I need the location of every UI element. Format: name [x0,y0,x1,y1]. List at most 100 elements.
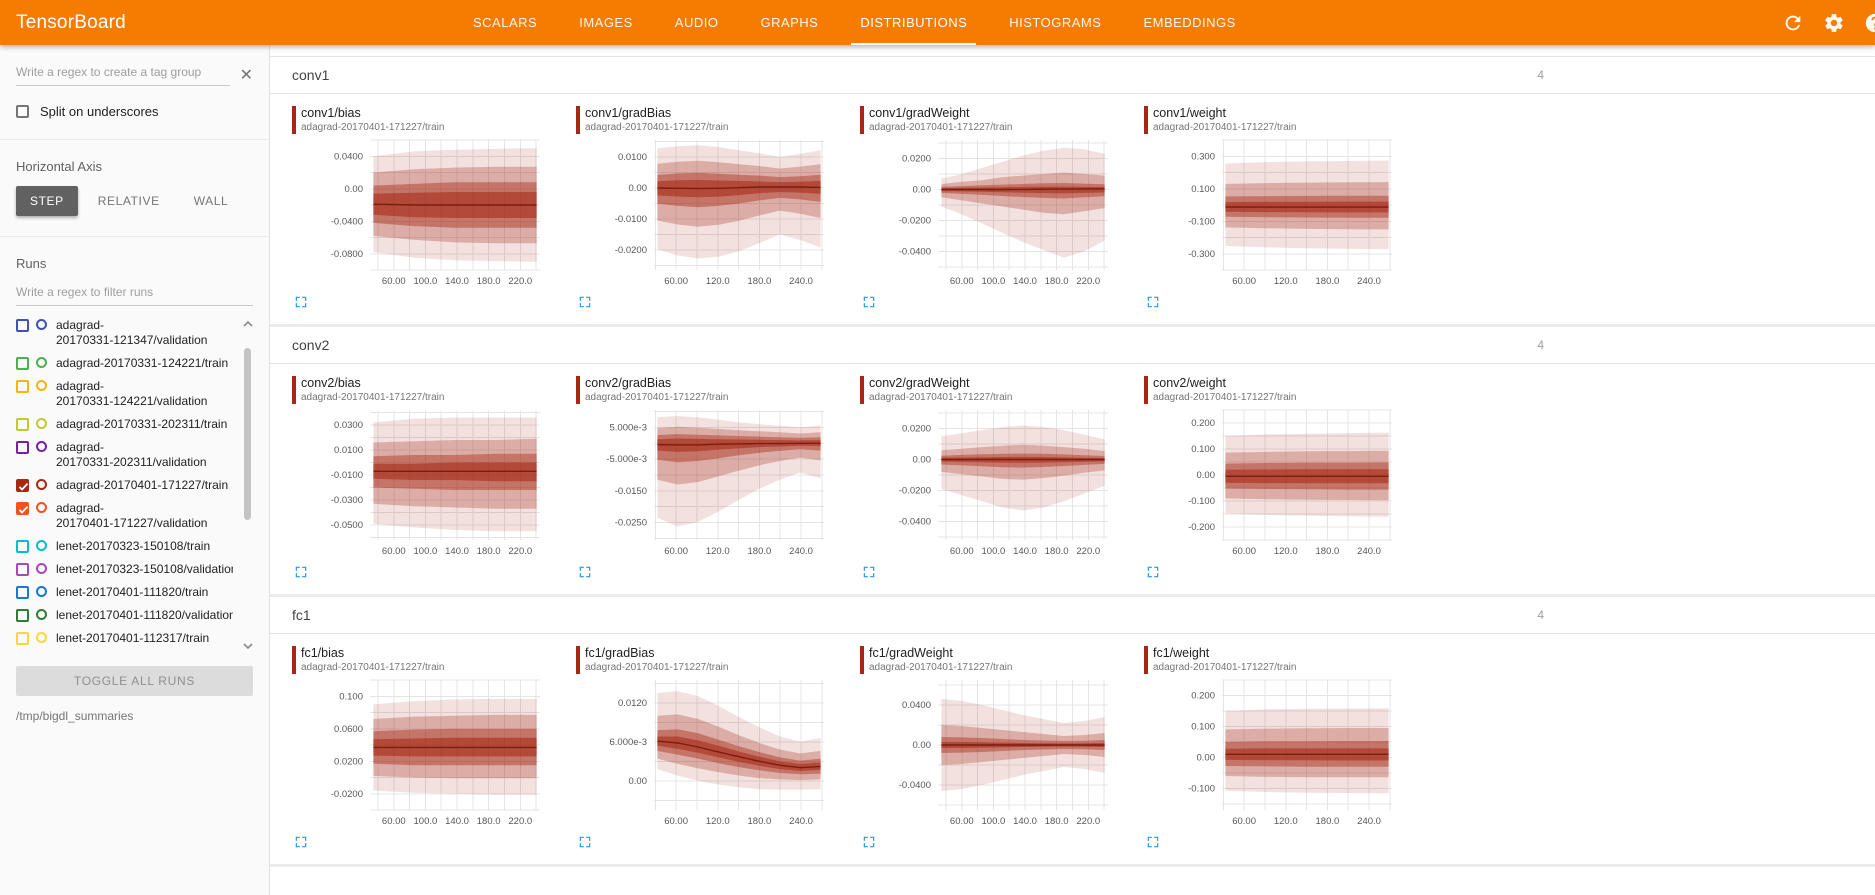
tab-scalars[interactable]: SCALARS [473,15,538,30]
chart-run-name: adagrad-20170401-171227/train [301,122,445,133]
run-radio-icon[interactable] [36,586,47,597]
run-radio-icon[interactable] [36,632,47,643]
svg-text:0.00: 0.00 [913,455,932,466]
run-checkbox-icon[interactable] [16,502,29,515]
expand-chart-button[interactable] [1146,835,1160,849]
run-row[interactable]: adagrad- 20170331-124221/validation [16,375,233,413]
settings-gear-icon[interactable] [1823,12,1845,34]
tab-graphs[interactable]: GRAPHS [760,15,819,30]
run-row[interactable]: adagrad-20170401-171227/train [16,474,233,497]
run-checkbox-icon[interactable] [16,418,29,431]
run-radio-icon[interactable] [36,380,47,391]
run-row[interactable]: adagrad- 20170331-121347/validation [16,314,233,352]
expand-chart-button[interactable] [578,835,592,849]
run-row[interactable]: adagrad-20170331-124221/train [16,352,233,375]
run-radio-icon[interactable] [36,418,47,429]
category-header[interactable]: conv1 4 [270,57,1875,94]
run-checkbox-icon[interactable] [16,380,29,393]
expand-chart-button[interactable] [862,565,876,579]
distribution-chart[interactable]: 0.0400 0.00 -0.0400 -0.0800 60.00 100.0 140.0 1… [284,136,568,292]
run-radio-icon[interactable] [36,563,47,574]
distribution-chart[interactable]: 0.200 0.100 0.00 -0.100 60.00 120.0 180.0 240.0 [1136,676,1420,832]
category-header[interactable]: conv2 4 [270,327,1875,364]
run-checkbox-icon[interactable] [16,319,29,332]
run-radio-icon[interactable] [36,319,47,330]
distribution-chart[interactable]: 5.000e-3 -5.000e-3 -0.0150 -0.0250 60.00 120.… [568,406,852,562]
run-row[interactable]: lenet-20170401-112317/train [16,627,233,650]
run-row[interactable]: lenet-20170401-112317/validation [16,650,233,654]
distribution-chart[interactable]: 0.0200 0.00 -0.0200 -0.0400 60.00 100.0 140.0 1… [852,136,1136,292]
category-header[interactable]: fc1 4 [270,597,1875,634]
split-on-underscores-checkbox[interactable]: Split on underscores [16,104,253,119]
run-row[interactable]: lenet-20170401-111820/validation [16,604,233,627]
axis-step-button[interactable]: STEP [16,186,78,216]
expand-chart-button[interactable] [294,835,308,849]
chart-title: conv1/gradBias [585,106,672,120]
divider [0,139,269,140]
svg-text:-0.0500: -0.0500 [331,520,363,531]
run-checkbox-icon[interactable] [16,586,29,599]
expand-chart-button[interactable] [294,295,308,309]
run-checkbox-icon[interactable] [16,479,29,492]
close-icon[interactable]: ✕ [239,67,253,84]
run-checkbox-icon[interactable] [16,357,29,370]
svg-text:0.0200: 0.0200 [902,154,931,165]
distribution-chart[interactable]: 0.0300 0.0100 -0.0100 -0.0300 -0.0500 60.00 10… [284,406,568,562]
expand-chart-button[interactable] [862,835,876,849]
tab-audio[interactable]: AUDIO [674,15,719,30]
tab-distributions[interactable]: DISTRIBUTIONS [839,0,988,45]
tab-images[interactable]: IMAGES [579,15,633,30]
run-radio-icon[interactable] [36,540,47,551]
runs-scrollbar-thumb[interactable] [244,348,251,520]
axis-wall-button[interactable]: WALL [180,186,243,216]
svg-text:100.0: 100.0 [982,276,1006,287]
run-row[interactable]: lenet-20170323-150108/train [16,535,233,558]
expand-chart-button[interactable] [578,565,592,579]
svg-text:0.0120: 0.0120 [618,698,647,709]
run-checkbox-icon[interactable] [16,609,29,622]
distribution-chart[interactable]: 0.200 0.100 0.00 -0.100 -0.200 60.00 120.0 180.… [1136,406,1420,562]
axis-relative-button[interactable]: RELATIVE [84,186,174,216]
run-row[interactable]: adagrad-20170331-202311/train [16,413,233,436]
svg-text:0.100: 0.100 [1191,184,1215,195]
chevron-down-icon[interactable] [241,640,255,652]
distribution-chart[interactable]: 0.0400 0.00 -0.0400 60.00 100.0 140.0 180.0 220… [852,676,1136,832]
distribution-chart[interactable]: 0.0200 0.00 -0.0200 -0.0400 60.00 100.0 140.0 1… [852,406,1136,562]
run-checkbox-icon[interactable] [16,632,29,645]
run-checkbox-icon[interactable] [16,540,29,553]
run-checkbox-icon[interactable] [16,563,29,576]
runs-regex-input[interactable] [16,281,253,306]
expand-chart-button[interactable] [1146,565,1160,579]
expand-chart-button[interactable] [862,295,876,309]
run-row[interactable]: adagrad- 20170401-171227/validation [16,497,233,535]
expand-chart-button[interactable] [1146,295,1160,309]
run-radio-icon[interactable] [36,502,47,513]
expand-chart-button[interactable] [294,565,308,579]
tag-group-regex-input[interactable] [16,61,230,86]
refresh-icon[interactable] [1782,12,1804,34]
svg-text:120.0: 120.0 [1274,276,1298,287]
run-label: adagrad- 20170331-124221/validation [56,379,208,408]
svg-text:0.00: 0.00 [629,776,648,787]
run-radio-icon[interactable] [36,609,47,620]
distribution-chart[interactable]: 0.300 0.100 -0.100 -0.300 60.00 120.0 180.0 240… [1136,136,1420,292]
distribution-chart[interactable]: 0.0120 6.000e-3 0.00 60.00 120.0 180.0 240.0 [568,676,852,832]
run-row[interactable]: adagrad- 20170331-202311/validation [16,436,233,474]
chart-run-name: adagrad-20170401-171227/train [585,662,729,673]
split-on-underscores-label: Split on underscores [40,104,159,119]
run-row[interactable]: lenet-20170323-150108/validation [16,558,233,581]
distribution-chart[interactable]: 0.0100 0.00 -0.0100 -0.0200 60.00 120.0 180.0 2… [568,136,852,292]
tab-histograms[interactable]: HISTOGRAMS [1009,15,1102,30]
run-radio-icon[interactable] [36,479,47,490]
chevron-up-icon[interactable] [241,318,255,330]
tab-embeddings[interactable]: EMBEDDINGS [1143,15,1236,30]
run-radio-icon[interactable] [36,357,47,368]
help-icon[interactable] [1864,12,1875,34]
distribution-chart[interactable]: 0.100 0.0600 0.0200 -0.0200 60.00 100.0 140.0 1… [284,676,568,832]
toggle-all-runs-button[interactable]: TOGGLE ALL RUNS [16,666,253,696]
run-radio-icon[interactable] [36,441,47,452]
svg-text:-0.0250: -0.0250 [615,518,647,529]
run-row[interactable]: lenet-20170401-111820/train [16,581,233,604]
expand-chart-button[interactable] [578,295,592,309]
run-checkbox-icon[interactable] [16,441,29,454]
